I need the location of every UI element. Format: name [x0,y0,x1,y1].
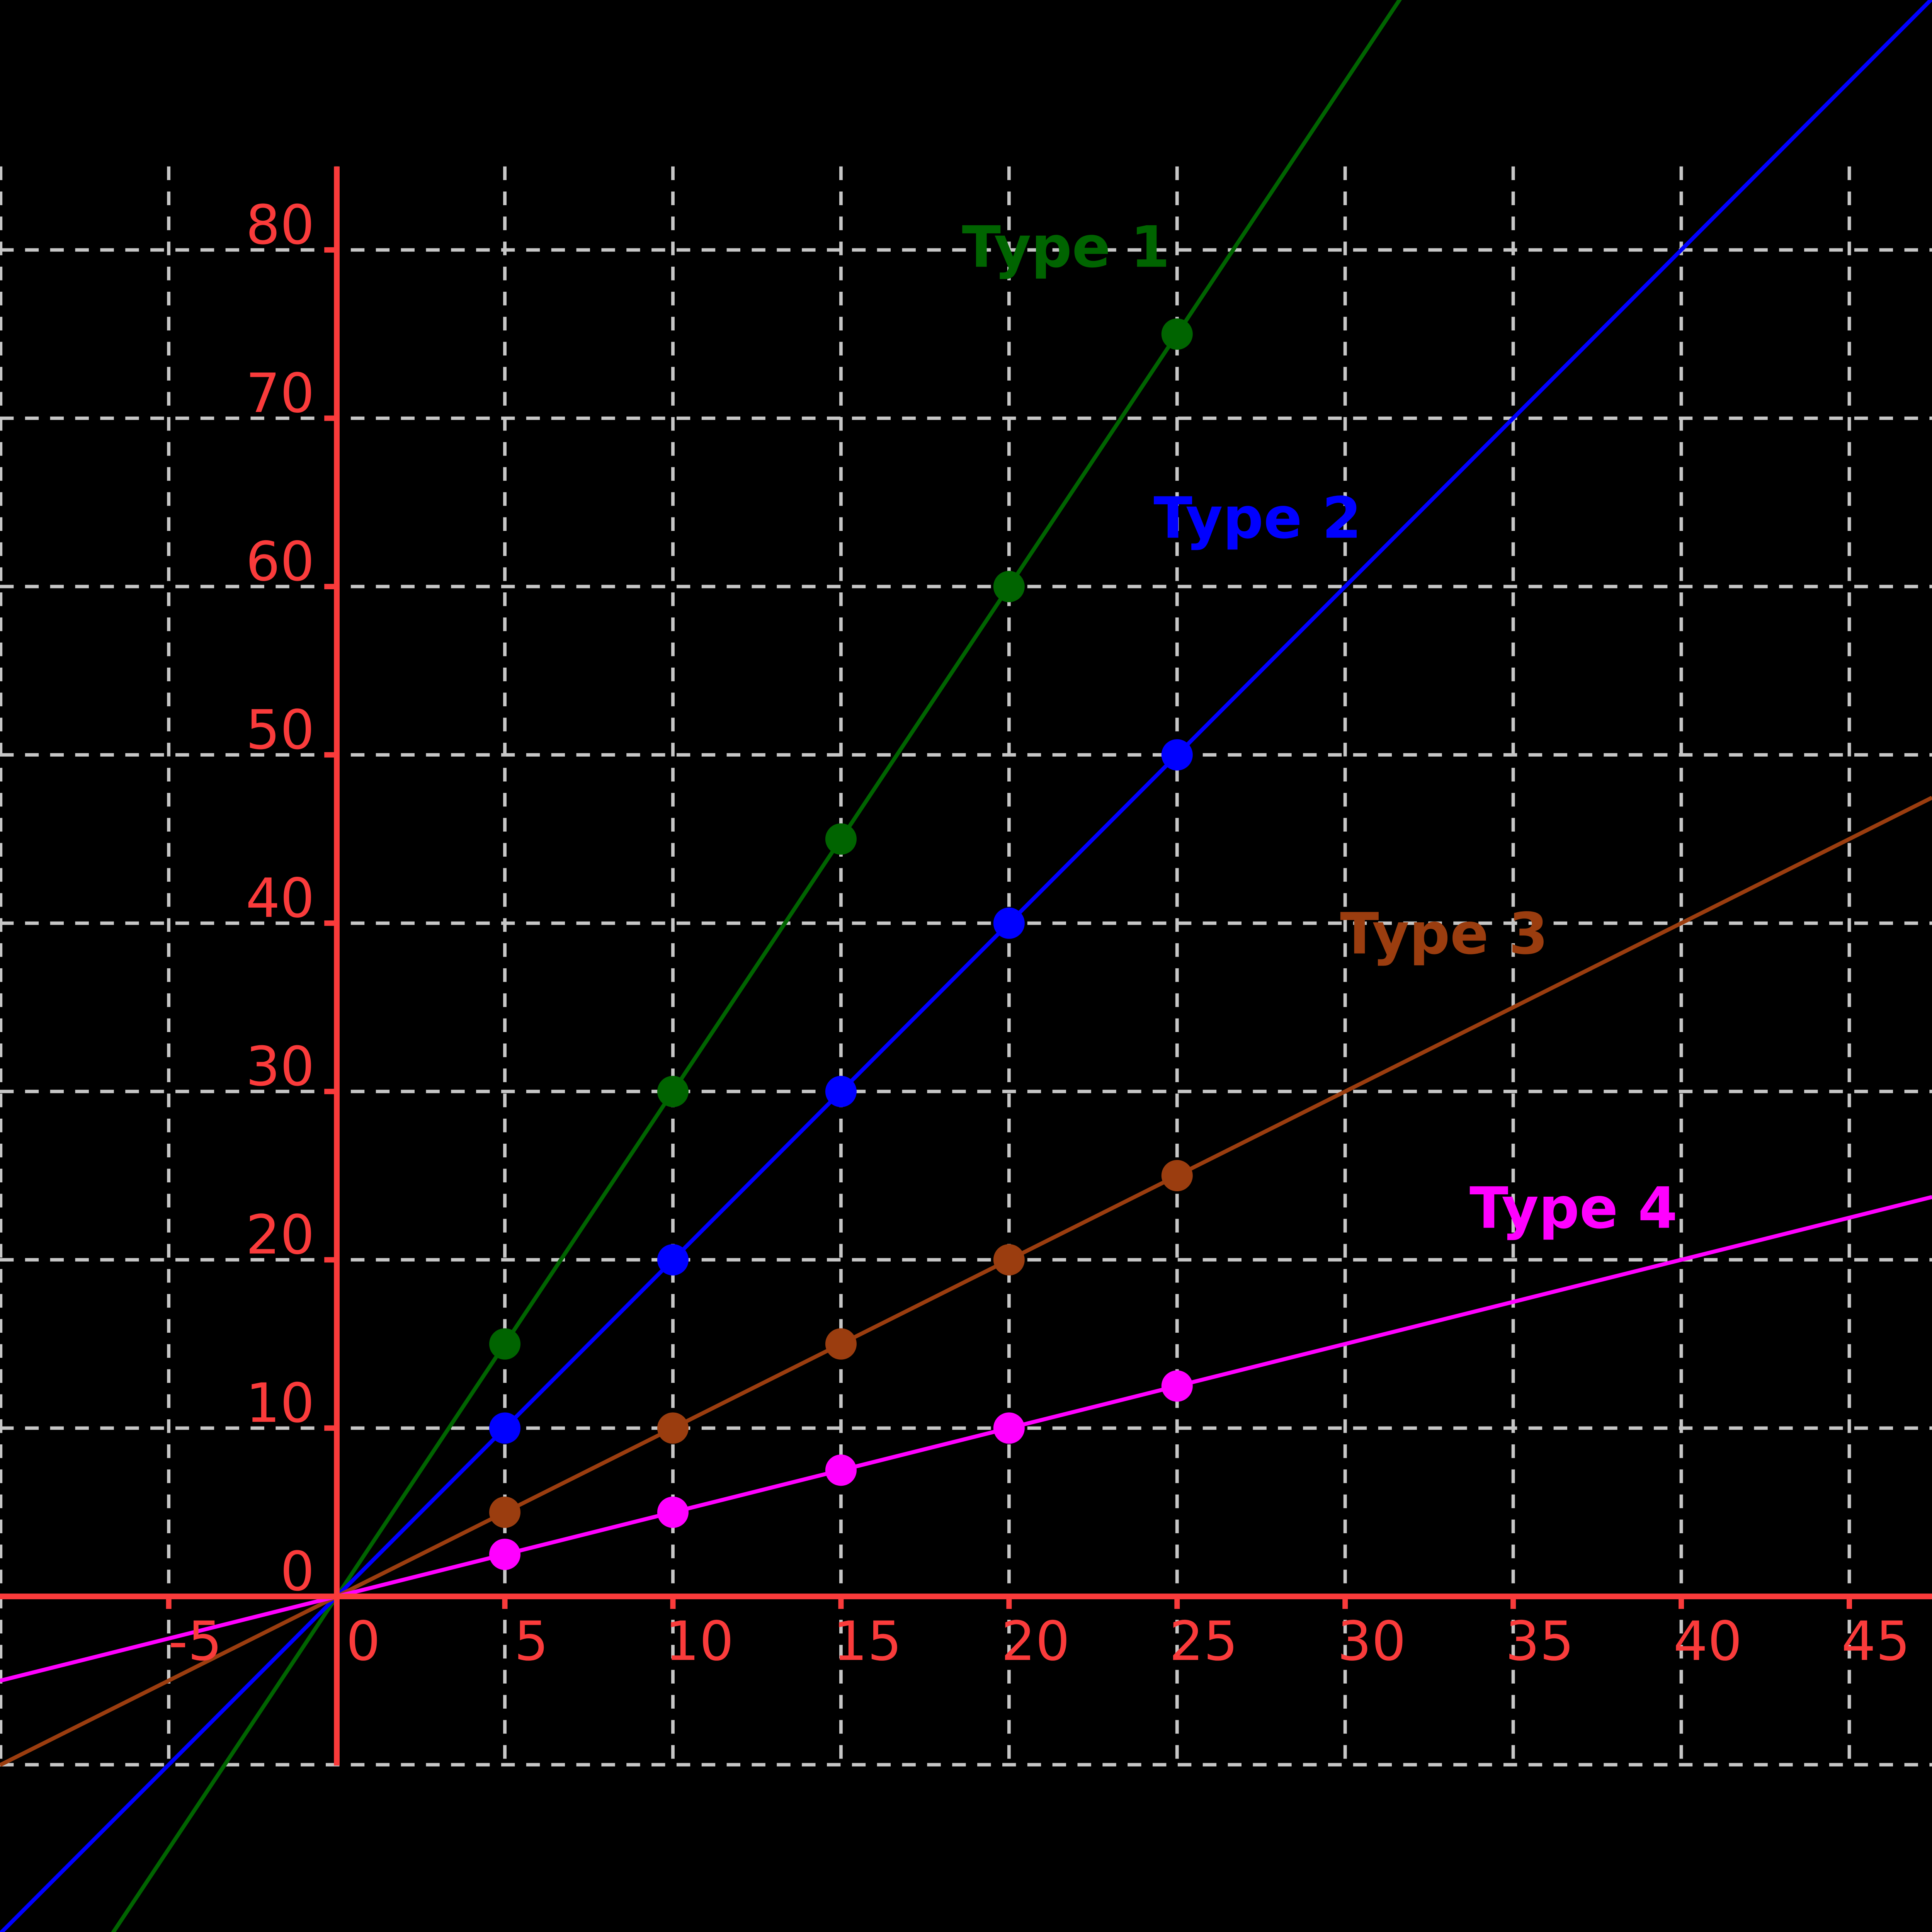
data-point-series-2 [657,1244,689,1276]
y-tick-label: 10 [246,1372,315,1435]
y-tick-label: 60 [246,531,315,594]
data-point-series-1 [657,1076,689,1107]
data-point-series-3 [993,1244,1025,1276]
data-point-series-1 [993,571,1025,602]
x-tick-label: 30 [1337,1610,1406,1673]
series-line-3 [0,796,1932,1767]
series-label-2: Type 2 [1153,485,1361,551]
x-tick-label: 35 [1505,1610,1574,1673]
data-point-series-3 [1161,1160,1193,1192]
data-point-series-4 [489,1539,521,1570]
data-point-series-2 [993,907,1025,939]
data-point-series-4 [825,1454,857,1486]
x-tick-label: 10 [665,1610,734,1673]
series-label-4: Type 4 [1469,1175,1677,1242]
x-tick-label: 25 [1169,1610,1238,1673]
x-tick-label: 20 [1001,1610,1070,1673]
data-point-series-4 [657,1497,689,1528]
x-tick-label: 45 [1841,1610,1910,1673]
x-tick-label: 0 [346,1610,381,1673]
data-point-series-2 [825,1076,857,1107]
data-point-series-4 [993,1412,1025,1444]
series-line-4 [0,1195,1932,1683]
data-point-series-1 [825,823,857,855]
data-point-series-4 [1161,1370,1193,1402]
data-point-series-1 [1161,318,1193,350]
x-tick-label: 5 [514,1610,549,1673]
y-tick-label: 70 [246,362,315,425]
x-tick-label: -5 [168,1610,222,1673]
data-point-series-2 [1161,739,1193,771]
series-label-1: Type 1 [962,214,1170,280]
y-tick-label: 30 [246,1036,315,1099]
y-tick-label: 40 [246,867,315,930]
data-point-series-2 [489,1412,521,1444]
y-tick-label: 80 [246,194,315,257]
data-point-series-3 [825,1328,857,1360]
x-tick-label: 15 [833,1610,902,1673]
x-tick-label: 40 [1673,1610,1742,1673]
y-tick-label: 50 [246,699,315,762]
data-point-series-3 [489,1497,521,1528]
y-tick-label: 0 [280,1540,315,1603]
series-label-3: Type 3 [1340,901,1548,967]
data-point-series-1 [489,1328,521,1360]
y-tick-label: 20 [246,1204,315,1267]
data-point-series-3 [657,1412,689,1444]
